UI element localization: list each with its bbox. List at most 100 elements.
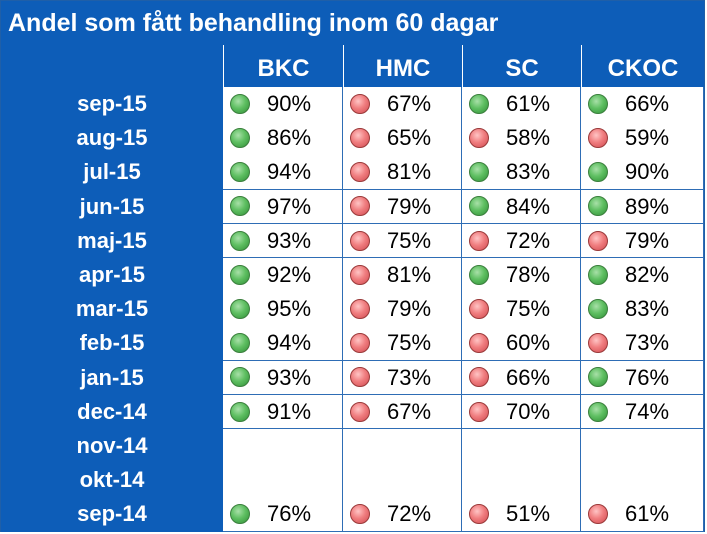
table-cell: 70% xyxy=(462,394,581,430)
cell-value: 93% xyxy=(267,364,312,390)
table-cell: 94% xyxy=(223,326,343,361)
cell-value: 65% xyxy=(387,125,432,151)
table-cell: 90% xyxy=(581,155,704,190)
table-cell: 84% xyxy=(462,189,581,225)
table-cell: 58% xyxy=(462,121,581,156)
cell-value: 81% xyxy=(387,262,432,287)
column-header-ckoc: CKOC xyxy=(581,45,704,87)
table-cell: 79% xyxy=(343,189,462,225)
green-status-icon xyxy=(230,333,250,354)
row-label: okt-14 xyxy=(79,467,145,493)
cell-value: 76% xyxy=(625,364,670,390)
table-cell xyxy=(462,429,581,464)
green-status-icon xyxy=(588,401,608,422)
cell-value: 84% xyxy=(506,193,551,219)
red-status-icon xyxy=(350,264,370,285)
row-label: jun-15 xyxy=(79,193,145,219)
green-status-icon xyxy=(230,196,250,217)
cell-value: 79% xyxy=(387,193,432,219)
table-cell: 81% xyxy=(343,258,462,293)
row-label: jul-15 xyxy=(83,159,141,185)
red-status-icon xyxy=(469,230,489,251)
green-status-icon xyxy=(588,298,608,319)
green-status-icon xyxy=(230,93,250,114)
table-cell: 78% xyxy=(462,258,581,293)
cell-value: 94% xyxy=(267,159,312,185)
table-cell: 72% xyxy=(343,497,462,532)
table-cell: 73% xyxy=(343,360,462,396)
table-cell: 86% xyxy=(223,121,343,156)
green-status-icon xyxy=(230,264,250,285)
row-label: dec-14 xyxy=(77,398,147,424)
green-status-icon xyxy=(230,127,250,148)
cell-value: 86% xyxy=(267,125,312,151)
green-status-icon xyxy=(469,196,489,217)
cell-value: 76% xyxy=(267,501,312,527)
cell-value: 73% xyxy=(625,330,670,356)
green-status-icon xyxy=(230,230,250,251)
cell-value: 83% xyxy=(506,159,551,185)
table-cell: 61% xyxy=(581,497,704,532)
red-status-icon xyxy=(469,333,489,354)
cell-value: 70% xyxy=(506,398,551,424)
table-cell xyxy=(343,463,462,498)
column-header-hmc: HMC xyxy=(343,45,462,87)
red-status-icon xyxy=(350,93,370,114)
table-cell: 83% xyxy=(581,292,704,327)
green-status-icon xyxy=(230,298,250,319)
green-status-icon xyxy=(588,367,608,388)
red-status-icon xyxy=(350,367,370,388)
red-status-icon xyxy=(350,127,370,148)
table-cell xyxy=(223,463,343,498)
table-cell: 60% xyxy=(462,326,581,361)
cell-value: 59% xyxy=(625,125,670,151)
cell-value: 73% xyxy=(387,364,432,390)
table-cell: 75% xyxy=(343,223,462,259)
cell-value: 66% xyxy=(625,91,670,116)
red-status-icon xyxy=(350,162,370,183)
red-status-icon xyxy=(350,401,370,422)
red-status-icon xyxy=(588,333,608,354)
green-status-icon xyxy=(469,93,489,114)
red-status-icon xyxy=(350,230,370,251)
row-label: mar-15 xyxy=(75,296,149,322)
column-header-bkc: BKC xyxy=(223,45,343,87)
table-cell: 51% xyxy=(462,497,581,532)
table-cell xyxy=(462,463,581,498)
table-cell: 93% xyxy=(223,360,343,396)
red-status-icon xyxy=(350,298,370,319)
table-cell: 65% xyxy=(343,121,462,156)
cell-value: 79% xyxy=(387,296,432,322)
red-status-icon xyxy=(469,298,489,319)
green-status-icon xyxy=(588,264,608,285)
table-cell: 75% xyxy=(343,326,462,361)
green-status-icon xyxy=(230,504,250,525)
green-status-icon xyxy=(230,401,250,422)
red-status-icon xyxy=(588,230,608,251)
table-cell: 91% xyxy=(223,394,343,430)
red-status-icon xyxy=(469,504,489,525)
cell-value: 60% xyxy=(506,330,551,356)
row-label: sep-14 xyxy=(77,501,147,527)
table-cell: 97% xyxy=(223,189,343,225)
green-status-icon xyxy=(230,162,250,183)
red-status-icon xyxy=(469,127,489,148)
column-header-sc: SC xyxy=(462,45,581,87)
table-cell xyxy=(581,429,704,464)
cell-value: 75% xyxy=(387,330,432,356)
green-status-icon xyxy=(469,264,489,285)
table-cell: 73% xyxy=(581,326,704,361)
table-cell: 89% xyxy=(581,189,704,225)
cell-value: 93% xyxy=(267,227,312,253)
cell-value: 81% xyxy=(387,159,432,185)
cell-value: 74% xyxy=(625,398,670,424)
cell-value: 58% xyxy=(506,125,551,151)
table-cell: 66% xyxy=(581,87,704,122)
red-status-icon xyxy=(469,367,489,388)
red-status-icon xyxy=(469,401,489,422)
cell-value: 95% xyxy=(267,296,312,322)
green-status-icon xyxy=(230,367,250,388)
row-label: apr-15 xyxy=(78,262,146,287)
row-label: nov-14 xyxy=(76,433,148,458)
